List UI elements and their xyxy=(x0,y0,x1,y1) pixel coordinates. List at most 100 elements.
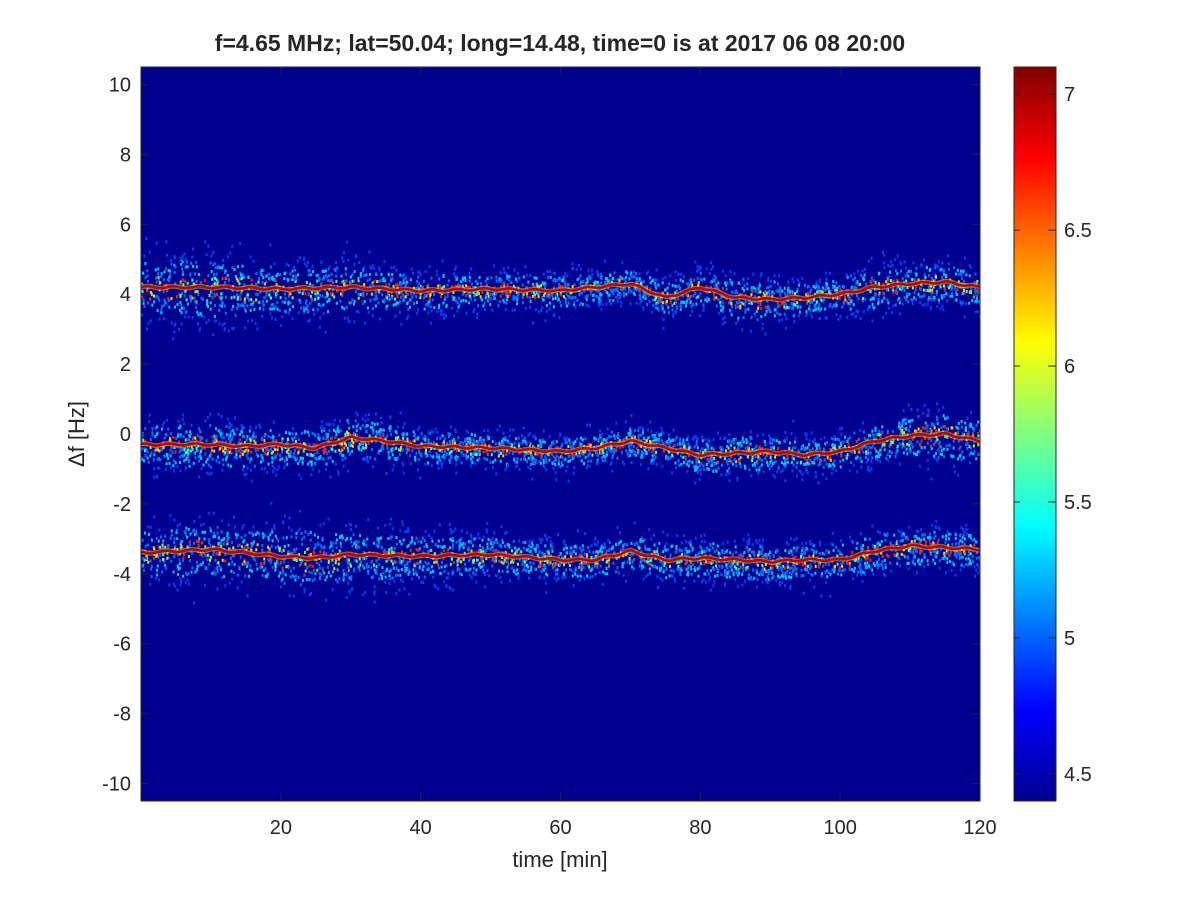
heat-speckle xyxy=(674,284,677,288)
heat-speckle xyxy=(785,303,788,307)
heat-speckle xyxy=(508,451,511,455)
heat-speckle xyxy=(614,436,616,440)
heat-speckle xyxy=(630,271,633,275)
heat-speckle xyxy=(395,283,397,287)
heat-speckle xyxy=(141,313,143,317)
heat-speckle xyxy=(812,309,815,312)
heat-speckle xyxy=(396,425,399,429)
heat-speckle xyxy=(415,311,418,315)
heat-speckle xyxy=(347,431,350,435)
heat-speckle xyxy=(342,464,345,468)
heat-speckle xyxy=(438,455,441,459)
heat-speckle xyxy=(874,428,877,432)
heat-speckle xyxy=(527,280,530,284)
heat-speckle xyxy=(476,282,479,286)
heat-speckle xyxy=(625,270,628,274)
heat-speckle xyxy=(367,441,370,445)
heat-speckle xyxy=(792,306,794,310)
heat-speckle xyxy=(217,455,219,459)
heat-speckle xyxy=(398,310,401,314)
heat-speckle xyxy=(927,408,930,412)
heat-speckle xyxy=(491,466,494,469)
heat-speckle xyxy=(667,455,670,459)
heat-speckle xyxy=(971,299,974,303)
heat-speckle xyxy=(265,452,268,456)
heat-speckle xyxy=(759,457,762,461)
heat-speckle xyxy=(662,301,664,305)
heat-speckle xyxy=(393,457,396,461)
heat-speckle xyxy=(287,447,290,451)
heat-speckle xyxy=(848,469,851,473)
heat-speckle xyxy=(163,303,166,307)
heat-speckle xyxy=(447,279,450,283)
heat-speckle xyxy=(552,305,555,309)
heat-speckle xyxy=(847,293,850,297)
heat-speckle xyxy=(246,451,249,455)
heat-speckle xyxy=(437,458,440,462)
heat-speckle xyxy=(932,423,935,426)
heat-speckle xyxy=(427,438,430,442)
heat-speckle xyxy=(799,305,802,309)
heat-speckle xyxy=(252,434,255,438)
heat-speckle xyxy=(791,469,794,473)
heat-speckle xyxy=(937,298,940,302)
heat-speckle xyxy=(190,423,193,427)
heat-speckle xyxy=(328,279,331,283)
heat-speckle xyxy=(640,282,642,286)
heat-speckle xyxy=(658,433,661,437)
heat-speckle xyxy=(835,302,838,306)
heat-speckle xyxy=(455,471,458,475)
heat-speckle xyxy=(364,321,367,325)
heat-speckle xyxy=(628,288,631,291)
heat-speckle xyxy=(540,284,542,288)
heat-speckle xyxy=(796,301,799,304)
heat-speckle xyxy=(502,437,505,441)
heat-speckle xyxy=(394,430,397,433)
heat-speckle xyxy=(331,459,334,463)
heat-speckle xyxy=(647,436,650,440)
heat-speckle xyxy=(668,437,670,441)
heat-speckle xyxy=(721,269,724,273)
heat-speckle xyxy=(473,440,476,444)
heat-speckle xyxy=(977,290,980,294)
heat-speckle xyxy=(832,280,835,283)
heat-speckle xyxy=(930,447,933,451)
heat-speckle xyxy=(357,296,360,300)
heat-speckle xyxy=(898,421,901,425)
heat-speckle xyxy=(318,325,321,329)
heat-speckle xyxy=(182,306,185,310)
heat-speckle xyxy=(516,295,519,299)
heat-speckle xyxy=(943,288,946,292)
heat-speckle xyxy=(476,290,479,294)
heat-speckle xyxy=(527,466,530,470)
heat-speckle xyxy=(155,241,158,245)
heat-speckle xyxy=(172,435,175,439)
heat-speckle xyxy=(151,430,154,434)
heat-speckle xyxy=(228,440,231,444)
heat-speckle xyxy=(585,466,588,470)
heat-speckle xyxy=(830,471,833,475)
heat-speckle xyxy=(509,280,512,284)
heat-speckle xyxy=(674,270,677,274)
heat-speckle xyxy=(629,430,632,434)
heat-speckle xyxy=(279,324,282,328)
heat-speckle xyxy=(927,412,930,416)
heat-speckle xyxy=(142,271,145,275)
heat-speckle xyxy=(688,297,691,301)
heat-speckle xyxy=(957,421,960,425)
heat-speckle xyxy=(887,276,890,280)
heat-speckle xyxy=(788,447,791,450)
heat-speckle xyxy=(326,300,329,304)
heat-speckle xyxy=(827,287,830,290)
heat-speckle xyxy=(874,426,877,430)
heat-speckle xyxy=(296,259,299,263)
heat-speckle xyxy=(220,446,223,450)
heat-speckle xyxy=(254,441,257,445)
heat-speckle xyxy=(302,442,305,446)
heat-speckle xyxy=(937,408,940,412)
heat-speckle xyxy=(718,311,721,315)
heat-speckle xyxy=(859,457,862,461)
heat-speckle xyxy=(720,296,723,300)
heat-speckle xyxy=(713,279,716,283)
heat-speckle xyxy=(755,309,758,313)
